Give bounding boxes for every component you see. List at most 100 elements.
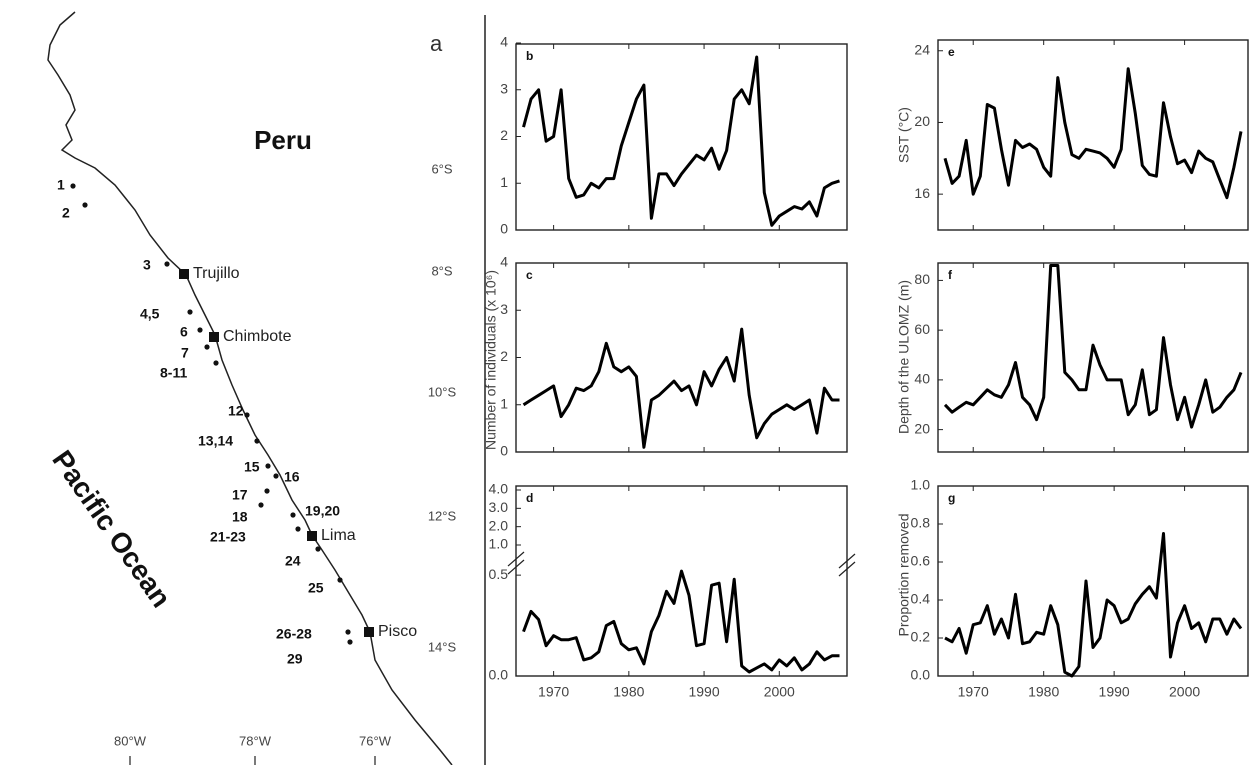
site-label: 26-28 bbox=[276, 626, 312, 642]
y-tick-label: 20 bbox=[914, 420, 930, 436]
site-label: 29 bbox=[287, 651, 303, 667]
site-dot bbox=[347, 639, 353, 645]
ocean-label: Pacific Ocean bbox=[46, 445, 177, 613]
site-dot bbox=[213, 360, 219, 366]
site-dot bbox=[345, 629, 351, 635]
site-dot bbox=[290, 512, 296, 518]
site-label: 6 bbox=[180, 324, 188, 340]
site-dot bbox=[258, 502, 264, 508]
site-dot bbox=[70, 183, 76, 189]
city-label: Chimbote bbox=[223, 328, 292, 345]
site-label: 13,14 bbox=[198, 433, 233, 449]
y-tick-label: 40 bbox=[914, 371, 930, 387]
panel-title: d bbox=[526, 491, 533, 505]
y-tick-label: 0.8 bbox=[911, 515, 931, 531]
longitude-label: 76°W bbox=[359, 733, 392, 748]
city-label: Trujillo bbox=[193, 265, 240, 282]
x-tick-label: 1970 bbox=[538, 684, 569, 700]
x-tick-label: 1970 bbox=[958, 684, 989, 700]
x-tick-label: 1990 bbox=[1099, 684, 1130, 700]
y-tick-label: 1.0 bbox=[911, 477, 931, 493]
latitude-label: 6°S bbox=[431, 161, 452, 176]
plot-frame bbox=[515, 262, 848, 453]
longitude-label: 80°W bbox=[114, 733, 147, 748]
y-tick-label: 20 bbox=[914, 113, 930, 129]
site-dot bbox=[82, 202, 88, 208]
y-tick-label: 0.4 bbox=[911, 591, 931, 607]
data-line bbox=[943, 67, 1243, 200]
site-label: 16 bbox=[284, 469, 300, 485]
data-line bbox=[522, 55, 840, 227]
y-tick-label: 3.0 bbox=[489, 499, 509, 515]
site-dot bbox=[254, 438, 260, 444]
y-tick-label: 24 bbox=[914, 41, 930, 57]
site-dot bbox=[164, 261, 170, 267]
site-label: 25 bbox=[308, 580, 324, 596]
city-marker bbox=[209, 332, 219, 342]
data-line bbox=[943, 264, 1243, 429]
data-line bbox=[522, 569, 840, 674]
x-tick-label: 1990 bbox=[688, 684, 719, 700]
site-label: 2 bbox=[62, 205, 70, 221]
site-dot bbox=[264, 488, 270, 494]
panel-label: a bbox=[430, 31, 443, 56]
city-marker bbox=[179, 269, 189, 279]
data-line bbox=[944, 532, 1243, 678]
y-tick-label: 16 bbox=[914, 185, 930, 201]
site-dot bbox=[244, 412, 250, 418]
site-dot bbox=[197, 327, 203, 333]
panel-title: f bbox=[948, 268, 953, 282]
coastline bbox=[47, 11, 453, 765]
y-tick-label: 80 bbox=[914, 271, 930, 287]
y-tick-label: 0 bbox=[500, 221, 508, 237]
y-axis-label: SST (°C) bbox=[896, 107, 912, 163]
latitude-label: 8°S bbox=[431, 263, 452, 278]
panel-title: b bbox=[526, 49, 533, 63]
y-axis-label: Proportion removed bbox=[896, 514, 912, 637]
site-dot bbox=[295, 526, 301, 532]
site-label: 3 bbox=[143, 257, 151, 273]
site-label: 4,5 bbox=[140, 306, 160, 322]
y-tick-label: 0 bbox=[500, 443, 508, 459]
y-tick-label: 0.5 bbox=[489, 566, 509, 582]
y-tick-label: 4.0 bbox=[489, 481, 509, 497]
site-label: 24 bbox=[285, 553, 301, 569]
latitude-label: 10°S bbox=[428, 384, 457, 399]
y-axis-label: Depth of the ULOMZ (m) bbox=[896, 280, 912, 434]
y-tick-label: 2 bbox=[500, 127, 508, 143]
plot-frame bbox=[937, 262, 1249, 453]
site-label: 7 bbox=[181, 345, 189, 361]
site-label: 18 bbox=[232, 509, 248, 525]
latitude-label: 14°S bbox=[428, 639, 457, 654]
latitude-label: 12°S bbox=[428, 508, 457, 523]
site-label: 12 bbox=[228, 403, 244, 419]
plot-frame bbox=[515, 485, 848, 677]
y-tick-label: 3 bbox=[500, 301, 508, 317]
y-tick-label: 0.6 bbox=[911, 553, 931, 569]
x-tick-label: 2000 bbox=[1169, 684, 1200, 700]
y-tick-label: 1.0 bbox=[489, 536, 509, 552]
y-tick-label: 4 bbox=[500, 254, 508, 270]
site-label: 15 bbox=[244, 459, 260, 475]
country-label: Peru bbox=[254, 125, 312, 155]
y-tick-label: 1 bbox=[500, 395, 508, 411]
y-tick-label: 0.0 bbox=[911, 667, 931, 683]
y-tick-label: 60 bbox=[914, 321, 930, 337]
x-tick-label: 2000 bbox=[764, 684, 795, 700]
site-dot bbox=[337, 577, 343, 583]
site-label: 19,20 bbox=[305, 503, 340, 519]
y-tick-label: 2 bbox=[500, 348, 508, 364]
site-label: 21-23 bbox=[210, 529, 246, 545]
city-label: Lima bbox=[321, 527, 356, 544]
x-tick-label: 1980 bbox=[1028, 684, 1059, 700]
site-dot bbox=[273, 473, 279, 479]
longitude-label: 78°W bbox=[239, 733, 272, 748]
panel-title: c bbox=[526, 268, 533, 282]
site-dot bbox=[265, 463, 271, 469]
data-line bbox=[522, 327, 840, 449]
y-tick-label: 1 bbox=[500, 174, 508, 190]
plot-frame bbox=[937, 485, 1249, 677]
